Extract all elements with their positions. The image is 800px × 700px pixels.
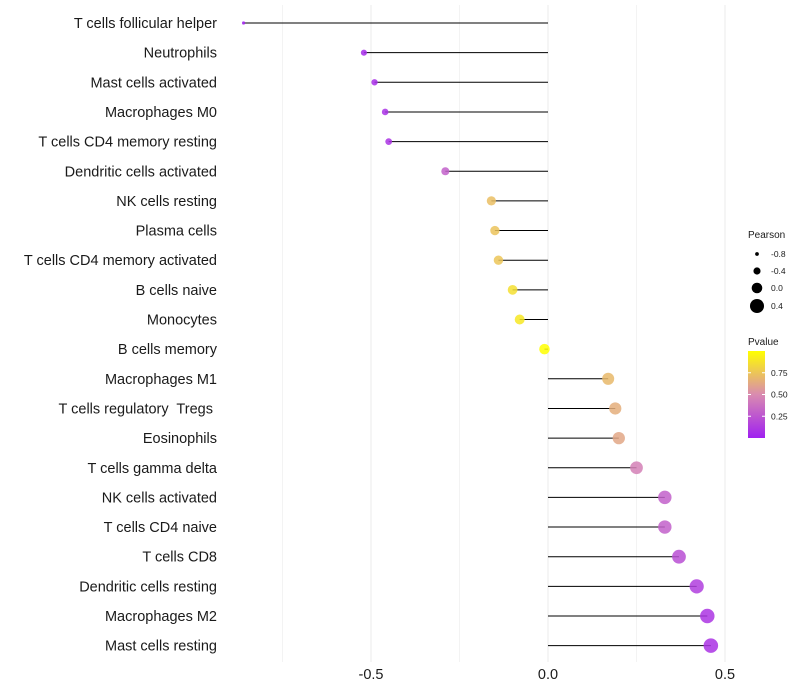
data-point <box>385 138 393 145</box>
y-tick-label: T cells gamma delta <box>88 461 218 477</box>
data-point <box>703 638 719 653</box>
data-point <box>381 108 389 116</box>
data-point <box>490 225 500 236</box>
y-tick-label: Dendritic cells activated <box>65 164 217 180</box>
legend-size-key <box>755 252 759 256</box>
y-tick-label: Macrophages M0 <box>105 105 217 121</box>
y-tick-label: Monocytes <box>147 313 217 329</box>
data-point <box>360 49 367 56</box>
grid-lines <box>282 5 726 662</box>
y-tick-label: Eosinophils <box>143 431 217 447</box>
x-tick-label: 0.0 <box>538 667 558 683</box>
y-tick-label: Neutrophils <box>144 46 217 62</box>
data-point <box>241 21 246 25</box>
y-tick-label: T cells CD4 memory activated <box>24 253 217 269</box>
stems <box>243 22 711 647</box>
y-tick-label: Dendritic cells resting <box>79 579 217 595</box>
data-point <box>486 196 496 206</box>
points <box>241 21 719 653</box>
data-point <box>700 608 715 624</box>
data-point <box>658 520 672 534</box>
data-point <box>630 461 643 475</box>
legend-size-key <box>751 282 763 294</box>
y-tick-label: Mast cells resting <box>105 639 217 655</box>
legend-pvalue-title: Pvalue <box>748 337 779 348</box>
data-point <box>672 549 686 564</box>
y-tick-label: T cells CD4 naive <box>104 520 217 536</box>
data-point <box>658 490 672 505</box>
y-tick-label: T cells regulatory Tregs <box>59 401 218 417</box>
y-tick-label: T cells CD8 <box>142 550 217 566</box>
data-point <box>539 343 550 355</box>
y-tick-label: Macrophages M2 <box>105 609 217 625</box>
y-tick-label: NK cells resting <box>116 194 217 210</box>
y-tick-label: T cells follicular helper <box>74 16 217 32</box>
legend-colorbar-label: 0.75 <box>771 368 788 378</box>
y-tick-label: Mast cells activated <box>90 75 217 91</box>
y-tick-label: B cells naive <box>136 283 217 299</box>
legend-colorbar-label: 0.25 <box>771 411 788 421</box>
legend-size-key <box>753 267 761 275</box>
data-point <box>493 255 504 265</box>
legend-colorbar-label: 0.50 <box>771 390 788 400</box>
data-point <box>371 79 378 86</box>
legend-size-label: -0.4 <box>771 266 786 276</box>
y-axis-labels: T cells follicular helper Neutrophils Mast… <box>24 16 218 655</box>
legend-size-label: 0.4 <box>771 301 783 311</box>
y-tick-label: Plasma cells <box>136 224 217 240</box>
legend-size-label: -0.8 <box>771 249 786 259</box>
legend-size-label: 0.0 <box>771 283 783 293</box>
y-tick-label: B cells memory <box>118 342 218 358</box>
legend-colorbar <box>748 351 765 438</box>
y-tick-label: Macrophages M1 <box>105 372 217 388</box>
data-point <box>612 431 625 445</box>
legend-pvalue: Pvalue 0.25 0.50 0.75 <box>748 337 788 438</box>
x-tick-label: 0.5 <box>715 667 735 683</box>
data-point <box>609 402 622 415</box>
legend-pearson: Pearson -0.8 -0.4 0.0 0.4 <box>748 230 786 314</box>
legend-pearson-title: Pearson <box>748 230 785 241</box>
x-tick-label: -0.5 <box>359 667 384 683</box>
x-axis-ticks: -0.5 0.0 0.5 <box>359 667 736 683</box>
y-tick-label: NK cells activated <box>102 490 217 506</box>
data-point <box>602 372 615 385</box>
data-point <box>689 579 704 594</box>
y-tick-label: T cells CD4 memory resting <box>38 135 217 151</box>
data-point <box>441 167 450 176</box>
data-point <box>514 314 525 325</box>
data-point <box>507 284 518 295</box>
legend-size-key <box>749 298 765 314</box>
